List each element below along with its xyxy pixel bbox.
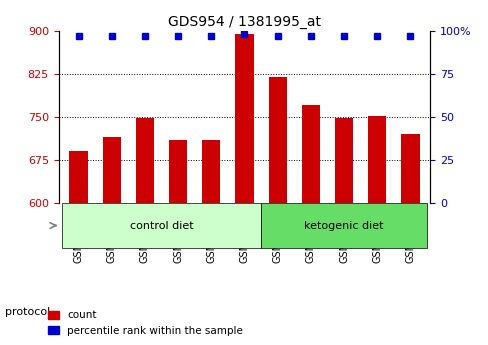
FancyBboxPatch shape (62, 203, 261, 248)
Bar (401, 134, 419, 203)
Bar (301, 106, 319, 203)
Bar (334, 118, 352, 203)
Text: protocol: protocol (5, 307, 50, 317)
Bar (367, 116, 386, 203)
Bar (102, 137, 121, 203)
Text: control diet: control diet (129, 220, 193, 230)
Bar (268, 77, 286, 203)
Bar (136, 118, 154, 203)
Bar (202, 140, 220, 203)
Text: ketogenic diet: ketogenic diet (304, 220, 383, 230)
Legend: count, percentile rank within the sample: count, percentile rank within the sample (44, 306, 247, 340)
Bar (235, 34, 253, 203)
Bar (69, 151, 87, 203)
Bar (169, 140, 187, 203)
Title: GDS954 / 1381995_at: GDS954 / 1381995_at (168, 14, 320, 29)
FancyBboxPatch shape (261, 203, 426, 248)
